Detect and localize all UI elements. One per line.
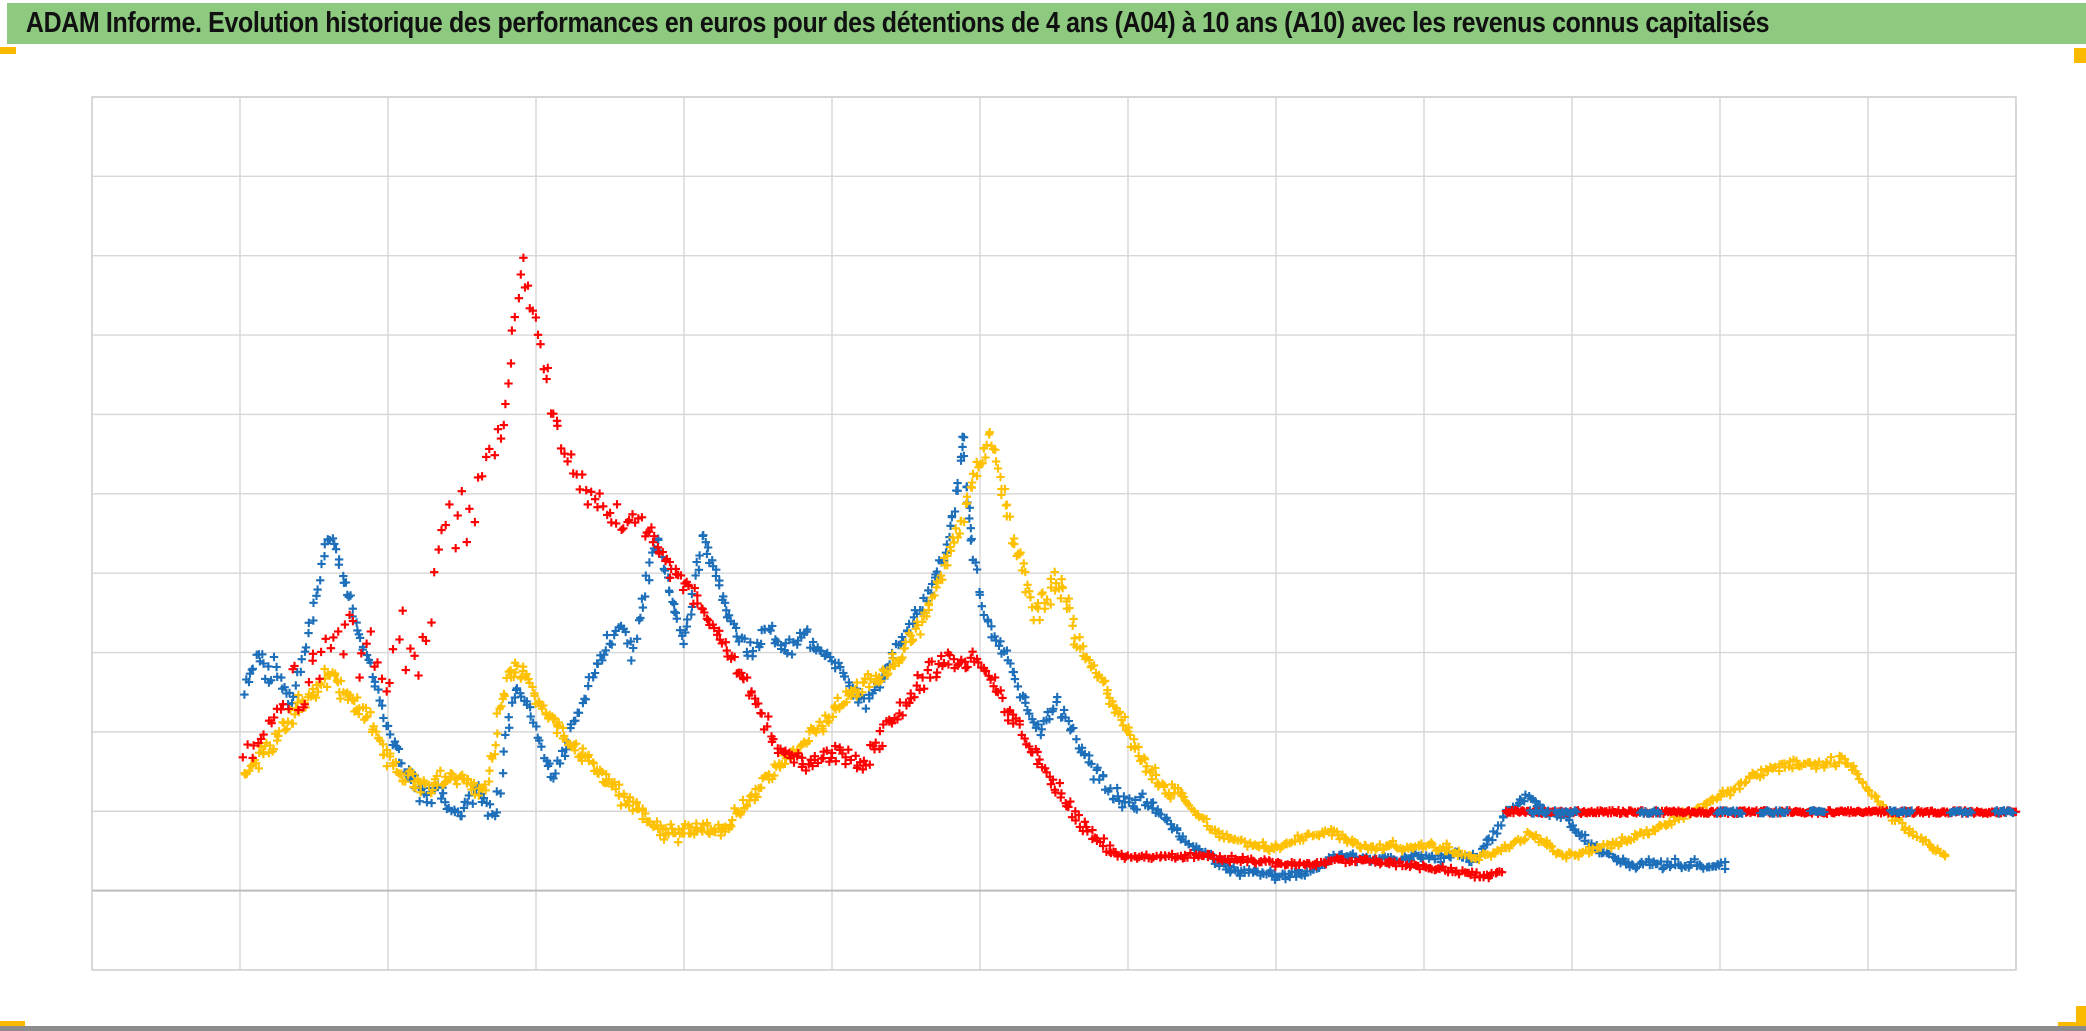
selection-handle-top-left[interactable] (0, 47, 16, 54)
selection-handle-bottom-right-v[interactable] (2076, 1006, 2086, 1031)
selection-handle-top-right[interactable] (2074, 48, 2086, 63)
title-bar[interactable]: ADAM Informe. Evolution historique des p… (7, 3, 2086, 44)
blue-series[interactable] (240, 432, 1730, 884)
red-series[interactable] (238, 253, 1507, 883)
flat-constant-line[interactable] (1501, 806, 2021, 818)
bottom-border-line (0, 1026, 2086, 1031)
chart-title: ADAM Informe. Evolution historique des p… (25, 7, 1770, 39)
gridlines (91, 96, 2017, 971)
plot-area (91, 96, 2017, 971)
yellow-series[interactable] (240, 428, 1950, 865)
